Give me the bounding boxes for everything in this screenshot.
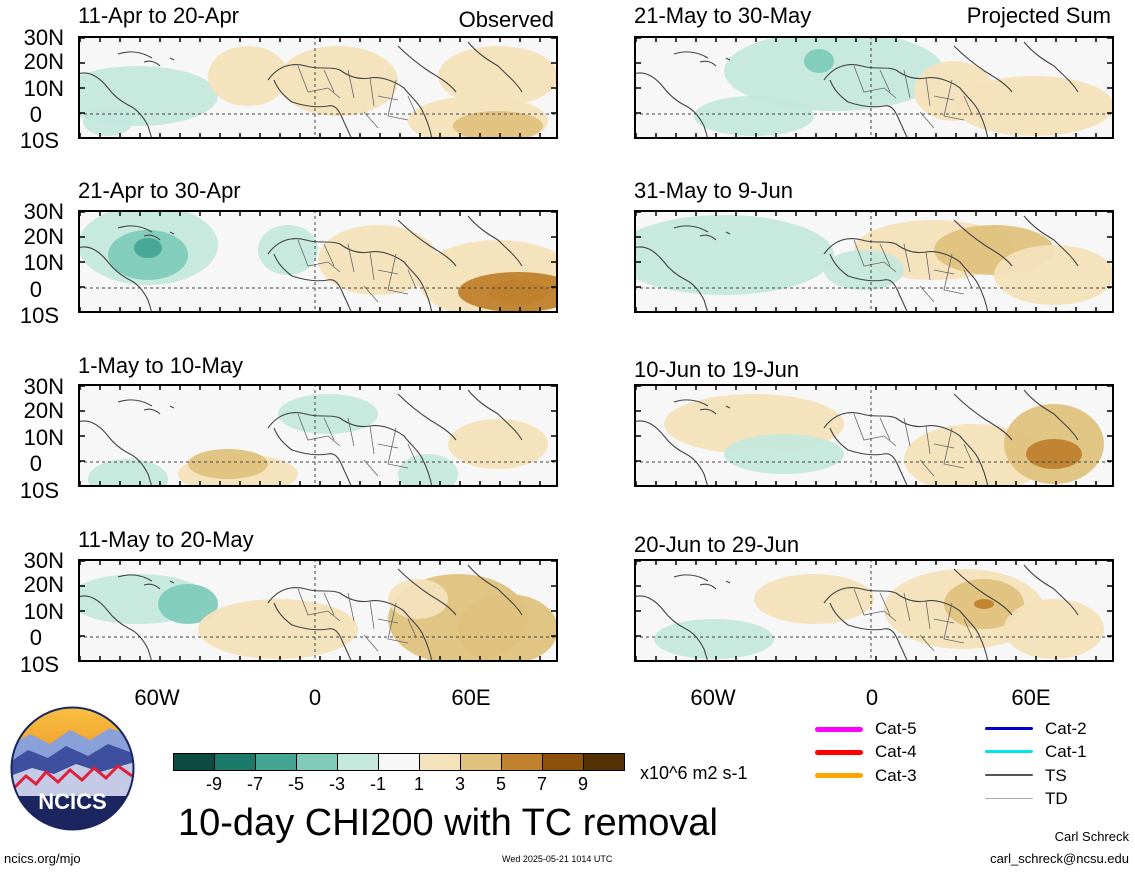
colorbar-label: -9 [205, 774, 222, 794]
colorbar-label: -3 [328, 774, 345, 794]
lat-label: 30N [23, 548, 64, 573]
legend-line-cat1 [985, 750, 1033, 753]
colorbar-label: 3 [454, 774, 465, 794]
map-panel-1 [78, 36, 558, 139]
footer-timestamp: Wed 2025-05-21 1014 UTC [502, 854, 613, 864]
projected-label: Projected Sum [966, 3, 1111, 28]
lat-label: 0 [29, 451, 42, 476]
ncics-logo: NCICS [10, 706, 135, 831]
colorbar-box-10 [542, 753, 584, 771]
colorbar-box-6 [378, 753, 420, 771]
colorbar-label: 1 [413, 774, 424, 794]
panel-title-4: 11-May to 20-May [78, 527, 254, 552]
legend-label-ts: TS [1045, 766, 1067, 785]
footer-author: Carl Schreck [1054, 829, 1129, 844]
legend-line-td [985, 798, 1033, 799]
colorbar-box-9 [501, 753, 543, 771]
colorbar-box-8 [460, 753, 502, 771]
lat-label: 20N [23, 224, 64, 249]
legend-label-cat2: Cat-2 [1045, 719, 1087, 738]
colorbar-label: -1 [369, 774, 386, 794]
lat-label: 10N [23, 76, 64, 101]
legend-line-cat5 [815, 727, 863, 732]
map-panel-3 [78, 384, 558, 487]
colorbar-label: 5 [495, 774, 506, 794]
map-panel-8 [634, 559, 1114, 662]
colorbar-box-5 [337, 753, 379, 771]
legend-line-cat4 [815, 750, 863, 755]
main-title: 10-day CHI200 with TC removal [178, 802, 718, 844]
panel-title-2: 21-Apr to 30-Apr [78, 178, 241, 203]
panel-title-1: 11-Apr to 20-Apr [78, 3, 240, 28]
map-panel-6 [634, 210, 1114, 313]
legend-label-cat1: Cat-1 [1045, 742, 1087, 761]
lat-label: 20N [23, 49, 64, 74]
legend-label-td: TD [1045, 789, 1068, 808]
lat-label: 20N [23, 398, 64, 423]
legend-label-cat4: Cat-4 [875, 742, 917, 761]
lat-label: 10S [19, 478, 59, 503]
legend-label-cat5: Cat-5 [875, 719, 917, 738]
panel-title-6: 31-May to 9-Jun [634, 178, 793, 203]
panel-title-5: 21-May to 30-May [634, 3, 812, 28]
colorbar [173, 753, 625, 771]
lat-label: 0 [29, 625, 42, 650]
legend-line-ts [985, 774, 1033, 776]
colorbar-label: -5 [287, 774, 304, 794]
lon-label-0-left: 0 [308, 685, 322, 710]
lat-label: 0 [29, 277, 42, 302]
colorbar-box-7 [419, 753, 461, 771]
lat-label: 20N [23, 572, 64, 597]
map-panel-2 [78, 210, 558, 313]
colorbar-box-3 [255, 753, 297, 771]
lat-label: 10S [19, 303, 59, 328]
lat-label: 10N [23, 250, 64, 275]
observed-label: Observed [458, 7, 554, 32]
lon-label-60w-right: 60W [690, 685, 736, 710]
lon-label-60w-left: 60W [134, 685, 180, 710]
colorbar-box-2 [214, 753, 256, 771]
footer-url: ncics.org/mjo [4, 851, 81, 866]
lat-label: 30N [23, 374, 64, 399]
lat-label: 30N [23, 199, 64, 224]
lat-label: 30N [23, 25, 64, 50]
lat-label: 0 [29, 102, 42, 127]
map-panel-5 [634, 36, 1114, 139]
legend-line-cat2 [985, 727, 1033, 730]
legend-label-cat3: Cat-3 [875, 766, 917, 785]
colorbar-label: 7 [536, 774, 547, 794]
footer-email: carl_schreck@ncsu.edu [990, 851, 1129, 866]
panel-title-3: 1-May to 10-May [78, 353, 244, 378]
logo-text: NCICS [38, 789, 106, 814]
lat-label: 10S [19, 128, 59, 153]
colorbar-box-1 [173, 753, 215, 771]
colorbar-label: -7 [246, 774, 263, 794]
lat-label: 10N [23, 599, 64, 624]
colorbar-box-4 [296, 753, 338, 771]
lon-label-0-right: 0 [865, 685, 879, 710]
lon-label-60e-right: 60E [1011, 685, 1051, 710]
panel-title-7: 10-Jun to 19-Jun [634, 357, 800, 382]
panel-title-8: 20-Jun to 29-Jun [634, 532, 800, 557]
colorbar-units: x10^6 m2 s-1 [640, 763, 748, 783]
colorbar-label: 9 [577, 774, 588, 794]
lat-label: 10S [19, 652, 59, 677]
legend-line-cat3 [815, 773, 863, 778]
lon-label-60e-left: 60E [451, 685, 491, 710]
map-panel-7 [634, 384, 1114, 487]
colorbar-box-11 [583, 753, 625, 771]
map-panel-4 [78, 559, 558, 662]
lat-label: 10N [23, 425, 64, 450]
